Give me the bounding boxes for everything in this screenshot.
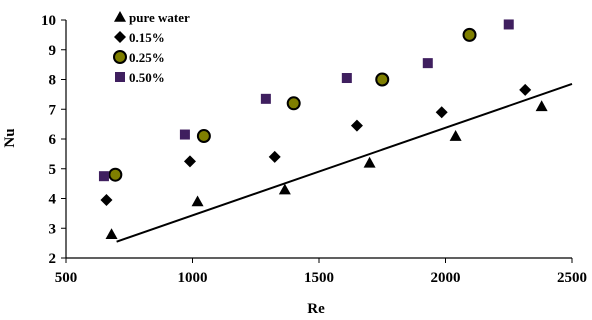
data-point-triangle <box>363 156 376 168</box>
x-tick-label: 1000 <box>178 270 208 286</box>
legend-marker-triangle <box>114 11 126 22</box>
legend-marker-diamond <box>114 31 126 43</box>
y-tick-label: 8 <box>49 73 57 89</box>
data-point-square <box>179 129 190 140</box>
data-point-diamond <box>268 150 281 163</box>
data-point-triangle <box>105 228 118 239</box>
legend-label: pure water <box>129 10 190 25</box>
data-point-triangle <box>535 100 548 112</box>
data-point-diamond <box>183 155 196 168</box>
legend-marker-square <box>115 72 125 82</box>
data-point-circle <box>196 129 211 144</box>
y-tick-label: 3 <box>49 221 57 237</box>
series-diamond <box>100 83 532 206</box>
data-point-diamond <box>519 83 532 96</box>
data-point-diamond <box>350 119 363 132</box>
trendline <box>116 83 573 243</box>
data-points-layer <box>98 19 548 239</box>
x-axis-title: Re <box>307 301 325 317</box>
axes-layer: 2 3 4 5 6 7 8 9 10 500 1000 1500 2000 2500 <box>41 13 587 286</box>
y-tick-label: 10 <box>41 13 56 29</box>
data-point-square <box>422 58 433 69</box>
y-tick-label: 4 <box>49 192 57 208</box>
data-point-triangle <box>449 130 462 141</box>
y-axis-title: Nu <box>2 128 18 147</box>
data-point-square <box>98 171 109 182</box>
legend-label: 0.25% <box>129 50 165 65</box>
data-point-square <box>260 93 271 104</box>
data-point-square <box>503 19 514 30</box>
x-tick-label: 500 <box>55 270 78 286</box>
y-tick-label: 9 <box>49 43 57 59</box>
y-tick-label: 5 <box>49 162 57 178</box>
x-tick-label: 1500 <box>304 270 334 286</box>
data-point-triangle <box>278 183 291 195</box>
y-tick-label: 2 <box>49 251 57 267</box>
data-point-square <box>341 73 352 84</box>
data-point-circle <box>375 72 390 87</box>
legend-label: 0.50% <box>129 70 165 85</box>
legend: pure water 0.15% 0.25% 0.50% <box>113 10 190 85</box>
legend-marker-circle <box>113 50 127 64</box>
series-circle <box>108 27 477 182</box>
x-tick-label: 2500 <box>557 270 587 286</box>
y-tick-label: 7 <box>49 102 57 118</box>
y-tick-label: 6 <box>49 132 57 148</box>
data-point-circle <box>108 167 123 182</box>
x-tick-label: 2000 <box>431 270 461 286</box>
data-point-circle <box>286 96 301 111</box>
data-point-triangle <box>191 195 204 207</box>
series-triangle <box>105 100 548 239</box>
data-point-diamond <box>100 193 113 206</box>
series-square <box>98 19 514 182</box>
data-point-diamond <box>435 106 448 119</box>
trendline-layer <box>116 83 573 243</box>
legend-label: 0.15% <box>129 30 165 45</box>
data-point-circle <box>462 27 477 42</box>
